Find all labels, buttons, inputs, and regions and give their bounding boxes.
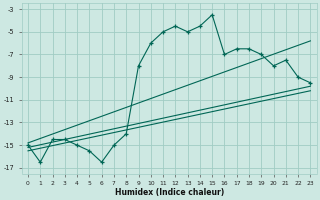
X-axis label: Humidex (Indice chaleur): Humidex (Indice chaleur): [115, 188, 224, 197]
